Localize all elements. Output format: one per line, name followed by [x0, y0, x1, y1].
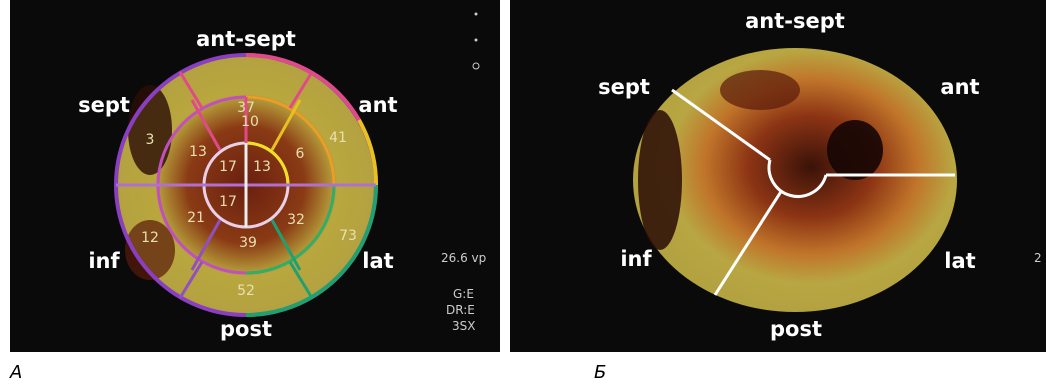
region-label: inf: [620, 247, 652, 271]
dot: [475, 13, 478, 16]
segment-value: 21: [187, 210, 205, 226]
segment-value: 17: [219, 194, 237, 210]
region-label: sept: [598, 75, 650, 99]
segment-value: 32: [287, 212, 305, 228]
region-label: lat: [362, 249, 393, 273]
segment-value: 41: [329, 130, 347, 146]
region-label: ant-sept: [745, 9, 845, 33]
region-label: lat: [944, 249, 975, 273]
side-text: 3SX: [452, 319, 475, 333]
region-label: sept: [78, 93, 130, 117]
polar-map-a: [116, 55, 376, 315]
segment-value: 6: [296, 146, 305, 162]
caption: A: [9, 362, 22, 383]
segment-value: 12: [141, 230, 159, 246]
region-label: inf: [88, 249, 120, 273]
segment-value: 13: [253, 159, 271, 175]
segment-value: 17: [219, 159, 237, 175]
region-label: post: [220, 317, 272, 341]
region-label: post: [770, 317, 822, 341]
segment-value: 3: [146, 132, 155, 148]
side-text: 26.6 vp: [441, 251, 486, 265]
segment-value: 73: [339, 228, 357, 244]
region-label: ant-sept: [196, 27, 296, 51]
edge-text: 2: [1034, 251, 1042, 265]
segment-value: 39: [239, 235, 257, 251]
caption: Б: [594, 362, 606, 383]
segment-value: 52: [237, 283, 255, 299]
side-text: G:E: [453, 287, 474, 301]
figure: 37 41 73 52 12 3 10 6 32 39 21 13 17 13 …: [0, 0, 1046, 385]
side-text: DR:E: [446, 303, 475, 317]
region-label: ant: [940, 75, 979, 99]
region-label: ant: [358, 93, 397, 117]
segment-value: 13: [189, 144, 207, 160]
dot: [475, 39, 478, 42]
segment-value: 10: [241, 114, 259, 130]
polar-map-b: [633, 48, 957, 312]
